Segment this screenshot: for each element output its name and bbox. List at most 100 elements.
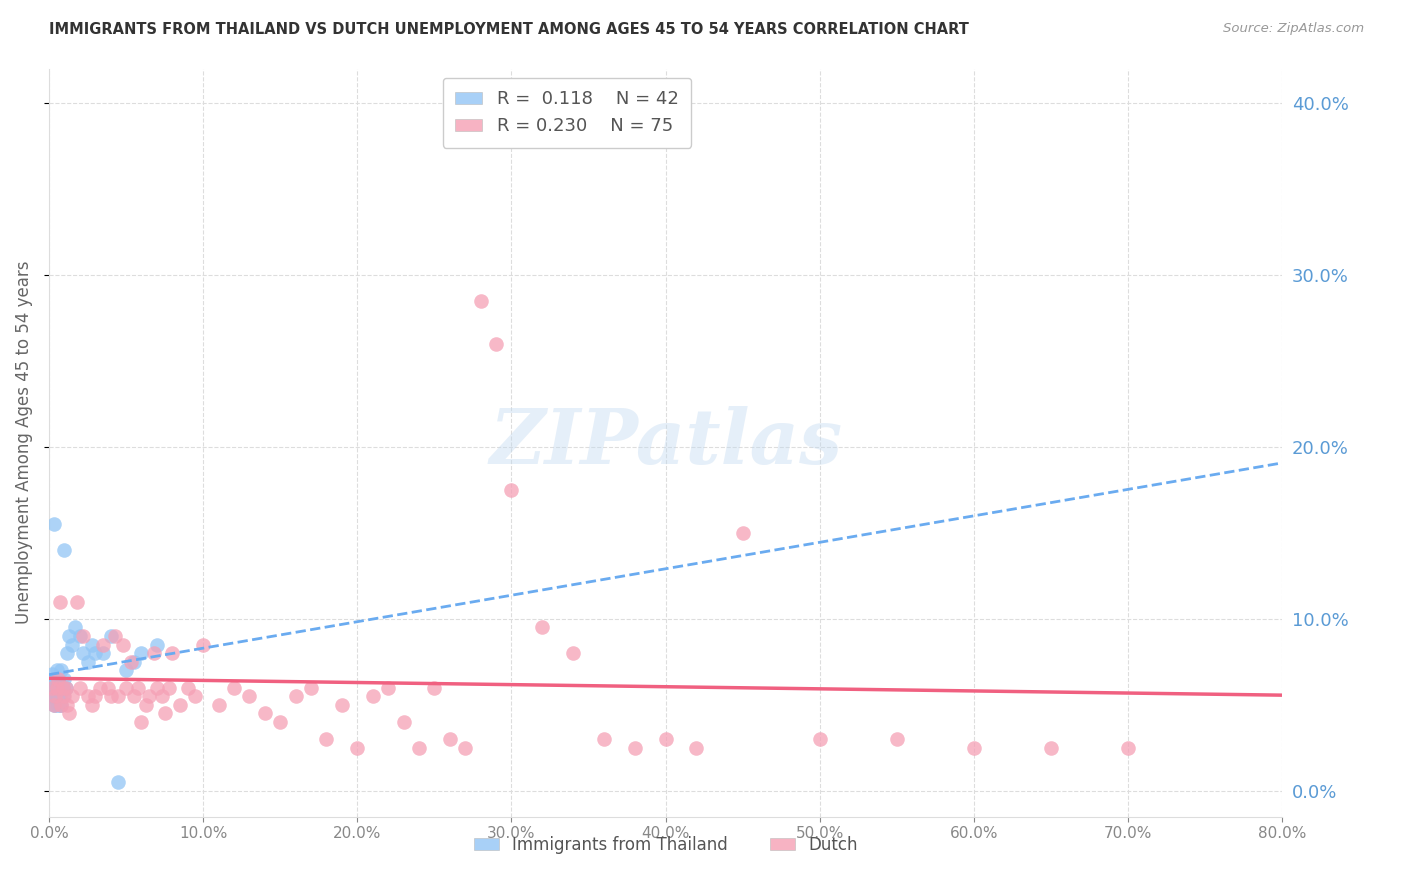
Point — [51, 681, 73, 695]
Point — [253, 706, 276, 721]
Text: ZIPatlas: ZIPatlas — [489, 406, 842, 480]
Point — [52, 681, 75, 695]
Point — [120, 655, 142, 669]
Point — [49, 690, 72, 704]
Legend: R =  0.118    N = 42, R = 0.230    N = 75: R = 0.118 N = 42, R = 0.230 N = 75 — [443, 78, 692, 148]
Point — [44, 690, 66, 704]
Point — [58, 629, 80, 643]
Point — [392, 714, 415, 729]
Point — [84, 690, 107, 704]
Point — [76, 655, 98, 669]
Point — [808, 732, 831, 747]
Point — [423, 681, 446, 695]
Point — [51, 698, 73, 712]
Point — [41, 666, 63, 681]
Point — [60, 690, 83, 704]
Point — [115, 681, 138, 695]
Point — [60, 638, 83, 652]
Point — [42, 672, 65, 686]
Point — [315, 732, 337, 747]
Point — [56, 698, 79, 712]
Point — [623, 740, 645, 755]
Point — [46, 672, 69, 686]
Text: IMMIGRANTS FROM THAILAND VS DUTCH UNEMPLOYMENT AMONG AGES 45 TO 54 YEARS CORRELA: IMMIGRANTS FROM THAILAND VS DUTCH UNEMPL… — [49, 22, 969, 37]
Point — [346, 740, 368, 755]
Point — [157, 681, 180, 695]
Point — [100, 690, 122, 704]
Point — [146, 638, 169, 652]
Point — [45, 681, 67, 695]
Point — [45, 690, 67, 704]
Point — [49, 594, 72, 608]
Point — [142, 646, 165, 660]
Point — [177, 681, 200, 695]
Point — [184, 690, 207, 704]
Point — [361, 690, 384, 704]
Point — [531, 620, 554, 634]
Y-axis label: Unemployment Among Ages 45 to 54 years: Unemployment Among Ages 45 to 54 years — [15, 260, 32, 624]
Point — [107, 690, 129, 704]
Point — [284, 690, 307, 704]
Point — [96, 681, 118, 695]
Point — [82, 698, 104, 712]
Point — [107, 775, 129, 789]
Point — [150, 690, 173, 704]
Point — [44, 698, 66, 712]
Point — [41, 690, 63, 704]
Point — [58, 706, 80, 721]
Point — [45, 664, 67, 678]
Point — [963, 740, 986, 755]
Point — [1116, 740, 1139, 755]
Point — [207, 698, 229, 712]
Point — [45, 681, 67, 695]
Point — [731, 525, 754, 540]
Point — [470, 293, 492, 308]
Point — [886, 732, 908, 747]
Point — [153, 706, 176, 721]
Point — [122, 655, 145, 669]
Point — [49, 681, 72, 695]
Point — [82, 638, 104, 652]
Point — [439, 732, 461, 747]
Point — [222, 681, 245, 695]
Point — [56, 646, 79, 660]
Point — [42, 698, 65, 712]
Point — [269, 714, 291, 729]
Point — [53, 672, 76, 686]
Point — [454, 740, 477, 755]
Point — [91, 638, 114, 652]
Point — [115, 664, 138, 678]
Point — [72, 646, 94, 660]
Point — [69, 681, 91, 695]
Point — [52, 690, 75, 704]
Point — [111, 638, 134, 652]
Point — [53, 690, 76, 704]
Point — [66, 594, 89, 608]
Point — [76, 690, 98, 704]
Point — [377, 681, 399, 695]
Point — [169, 698, 191, 712]
Point — [44, 690, 66, 704]
Point — [501, 483, 523, 497]
Point — [46, 690, 69, 704]
Point — [51, 664, 73, 678]
Point — [593, 732, 616, 747]
Point — [46, 698, 69, 712]
Point — [55, 681, 77, 695]
Point — [69, 629, 91, 643]
Point — [63, 620, 86, 634]
Point — [135, 698, 157, 712]
Point — [408, 740, 430, 755]
Point — [100, 629, 122, 643]
Point — [162, 646, 184, 660]
Point — [42, 698, 65, 712]
Point — [299, 681, 322, 695]
Point — [127, 681, 149, 695]
Point — [44, 681, 66, 695]
Point — [41, 681, 63, 695]
Point — [52, 681, 75, 695]
Point — [89, 681, 111, 695]
Point — [91, 646, 114, 660]
Point — [238, 690, 260, 704]
Point — [685, 740, 707, 755]
